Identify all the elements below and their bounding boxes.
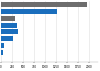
Bar: [1, 23, 17, 28]
Bar: [1, 29, 18, 35]
Bar: [1, 16, 15, 21]
Bar: [1, 9, 57, 14]
Bar: [1, 36, 13, 41]
Bar: [1, 2, 87, 7]
Bar: [1, 43, 4, 48]
Bar: [1, 50, 3, 55]
